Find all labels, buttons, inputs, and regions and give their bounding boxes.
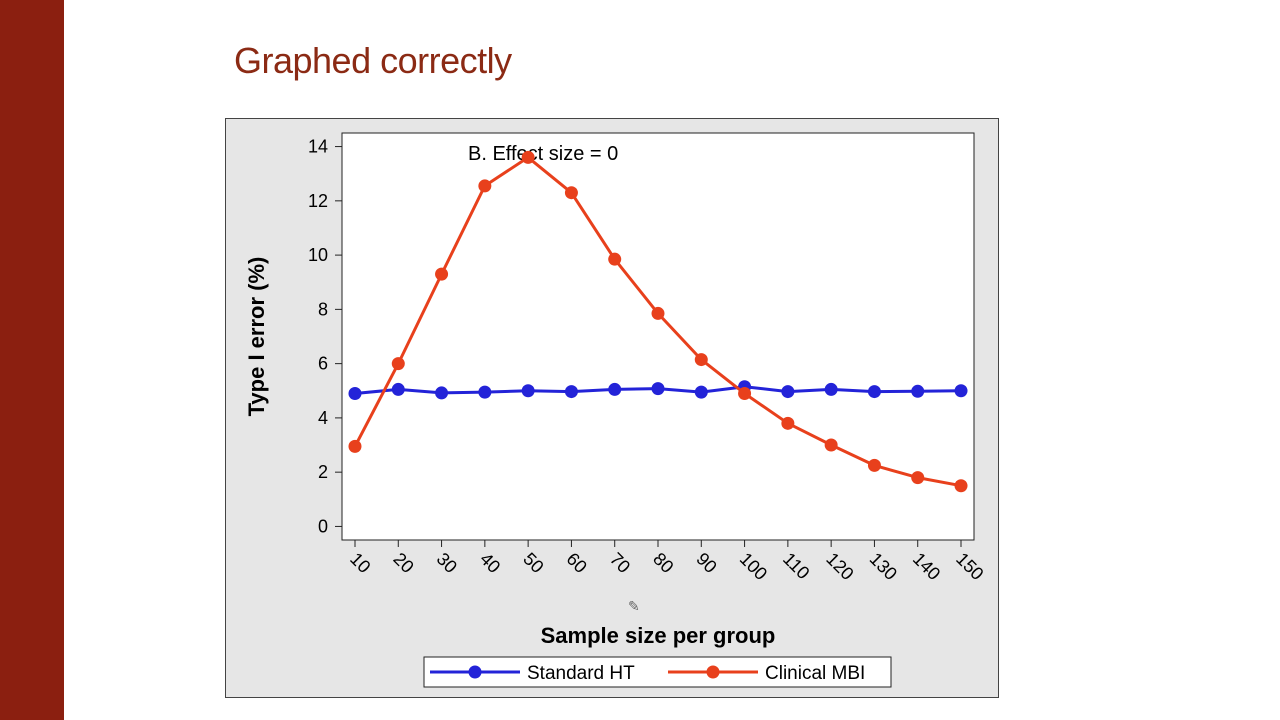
x-tick-label: 110 [779, 549, 813, 583]
x-tick-label: 10 [346, 549, 374, 577]
data-point [867, 458, 881, 472]
slide-accent-bar [0, 0, 64, 720]
plot-area [341, 132, 975, 541]
x-tick-label: 100 [736, 549, 771, 584]
pen-cursor-icon: ✎ [628, 598, 640, 614]
data-point [694, 353, 708, 367]
x-tick-label: 150 [952, 549, 987, 584]
data-point [521, 150, 535, 164]
chart: 0 2 4 6 8 10 12 14 10 20 30 40 50 60 70 80 90 100 110 120 13… [244, 132, 988, 688]
legend-label-1: Standard HT [527, 663, 635, 684]
data-point [608, 252, 622, 266]
data-point [564, 385, 578, 399]
x-tick-label: 40 [476, 549, 504, 577]
data-point [824, 382, 838, 396]
x-axis-title: Sample size per group [541, 623, 776, 648]
data-point [911, 471, 925, 485]
y-tick-label: 0 [318, 516, 328, 536]
x-tick-label: 20 [389, 549, 417, 577]
data-point [391, 382, 405, 396]
data-point [954, 384, 968, 398]
y-axis-title: Type I error (%) [244, 257, 269, 417]
data-point [867, 385, 881, 399]
data-point [781, 416, 795, 430]
x-tick-label: 30 [433, 549, 461, 577]
y-tick-label: 10 [308, 245, 328, 265]
data-point [435, 386, 449, 400]
x-tick-label: 70 [606, 549, 634, 577]
data-point [911, 384, 925, 398]
x-tick-label: 90 [692, 549, 720, 577]
data-point [781, 385, 795, 399]
y-tick-label: 6 [318, 354, 328, 374]
data-point [651, 306, 665, 320]
legend-label-2: Clinical MBI [765, 663, 865, 684]
x-tick-label: 60 [563, 549, 591, 577]
data-point [348, 439, 362, 453]
panel-annotation: B. Effect size = 0 [468, 143, 618, 165]
x-tick-label: 130 [866, 549, 901, 584]
x-tick-label: 50 [519, 549, 547, 577]
data-point [564, 186, 578, 200]
y-tick-label: 12 [308, 191, 328, 211]
legend-marker-2 [706, 665, 720, 679]
data-point [391, 357, 405, 371]
chart-frame: 0 2 4 6 8 10 12 14 10 20 30 40 50 60 70 80 90 100 110 120 13… [225, 118, 999, 698]
x-tick-label: 120 [822, 549, 857, 584]
y-tick-label: 4 [318, 408, 328, 428]
y-tick-label: 2 [318, 462, 328, 482]
x-tick-label: 140 [909, 549, 944, 584]
data-point [954, 479, 968, 493]
y-tick-label: 14 [308, 137, 328, 157]
data-point [824, 438, 838, 452]
data-point [478, 179, 492, 193]
data-point [738, 386, 752, 400]
data-point [608, 382, 622, 396]
data-point [435, 267, 449, 281]
data-point [348, 386, 362, 400]
legend-marker-1 [468, 665, 482, 679]
x-tick-label: 80 [649, 549, 677, 577]
data-point [478, 385, 492, 399]
y-tick-label: 8 [318, 299, 328, 319]
slide-title: Graphed correctly [234, 40, 512, 81]
data-point [694, 385, 708, 399]
data-point [651, 382, 665, 396]
data-point [521, 384, 535, 398]
